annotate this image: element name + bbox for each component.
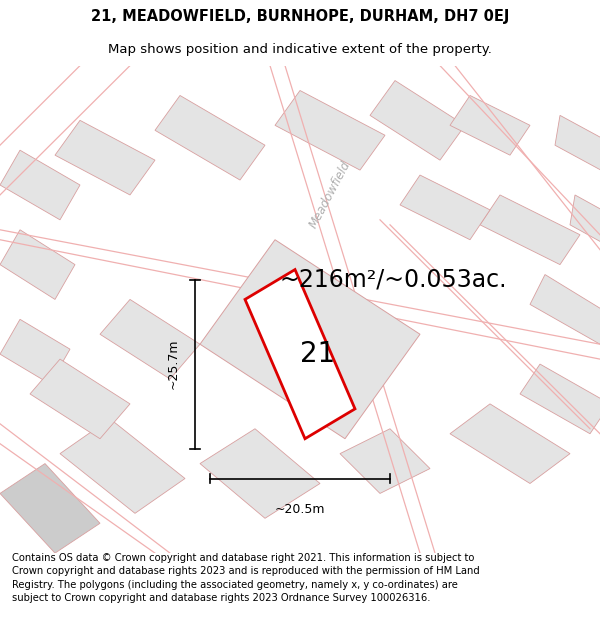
Text: Map shows position and indicative extent of the property.: Map shows position and indicative extent… xyxy=(108,42,492,56)
Polygon shape xyxy=(55,121,155,195)
Polygon shape xyxy=(370,81,465,160)
Polygon shape xyxy=(555,116,600,175)
Polygon shape xyxy=(200,240,420,439)
Polygon shape xyxy=(450,404,570,484)
Polygon shape xyxy=(30,359,130,439)
Text: Meadowfield: Meadowfield xyxy=(307,159,353,231)
Polygon shape xyxy=(0,230,75,299)
Polygon shape xyxy=(0,319,70,384)
Polygon shape xyxy=(245,269,355,439)
Text: ~25.7m: ~25.7m xyxy=(167,339,180,389)
Text: 21, MEADOWFIELD, BURNHOPE, DURHAM, DH7 0EJ: 21, MEADOWFIELD, BURNHOPE, DURHAM, DH7 0… xyxy=(91,9,509,24)
Polygon shape xyxy=(60,419,185,513)
Polygon shape xyxy=(530,274,600,344)
Polygon shape xyxy=(275,91,385,170)
Polygon shape xyxy=(0,464,100,553)
Polygon shape xyxy=(200,429,320,518)
Polygon shape xyxy=(480,195,580,264)
Polygon shape xyxy=(520,364,600,434)
Polygon shape xyxy=(100,299,200,379)
Polygon shape xyxy=(570,195,600,249)
Polygon shape xyxy=(400,175,490,240)
Text: 21: 21 xyxy=(301,340,335,368)
Polygon shape xyxy=(340,429,430,493)
Polygon shape xyxy=(450,96,530,155)
Polygon shape xyxy=(0,150,80,220)
Text: Contains OS data © Crown copyright and database right 2021. This information is : Contains OS data © Crown copyright and d… xyxy=(12,553,480,602)
Polygon shape xyxy=(155,96,265,180)
Text: ~216m²/~0.053ac.: ~216m²/~0.053ac. xyxy=(280,268,508,291)
Text: ~20.5m: ~20.5m xyxy=(275,503,325,516)
